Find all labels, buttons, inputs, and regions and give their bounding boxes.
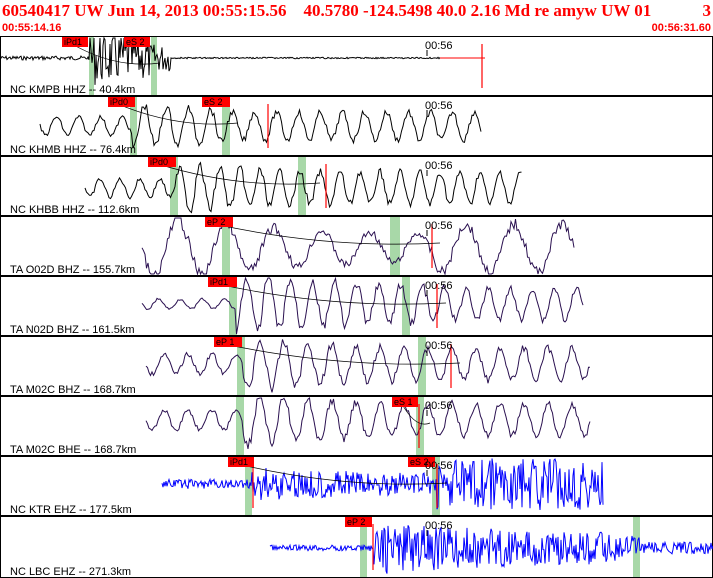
- event-header: 60540417 UW Jun 14, 2013 00:55:15.56 40.…: [0, 0, 713, 36]
- travel-time-curve: [237, 463, 448, 485]
- page-number: 3: [702, 1, 712, 20]
- trace-panel[interactable]: iPd1 00:56 TA N02D BHZ -- 161.5km: [0, 276, 713, 337]
- trace-panel[interactable]: iPd0 eS 2 00:56 NC KHMB HHZ -- 76.4km: [0, 96, 713, 157]
- channel-label: TA N02D BHZ -- 161.5km: [10, 324, 135, 336]
- trace-panel[interactable]: eP 2 00:56 TA O02D BHZ -- 155.7km: [0, 216, 713, 277]
- waveform[interactable]: [141, 217, 575, 276]
- minute-tick-label: 00:56: [425, 400, 453, 412]
- travel-time-curve: [71, 43, 161, 65]
- pick-label: iPd1: [210, 277, 228, 287]
- minute-tick-label: 00:56: [425, 100, 453, 112]
- trace-panel[interactable]: eP 2 00:56 NC LBC EHZ -- 271.3km: [0, 516, 713, 578]
- trace-panel[interactable]: iPd1 eS 2 00:56 NC KMPB HHZ -- 40.4km: [0, 36, 713, 97]
- channel-label: NC KMPB HHZ -- 40.4km: [10, 84, 135, 96]
- travel-time-curve: [217, 283, 447, 305]
- pick-window: [245, 457, 252, 515]
- pick-label: eP 1: [216, 337, 234, 347]
- channel-label: TA M02C BHZ -- 168.7km: [10, 384, 136, 396]
- pick-label: eS 2: [204, 97, 223, 107]
- minute-tick-label: 00:56: [425, 340, 453, 352]
- minute-tick-label: 00:56: [425, 220, 453, 232]
- pick-flag[interactable]: [345, 517, 372, 527]
- pick-flag[interactable]: [392, 397, 418, 407]
- pick-window: [222, 97, 230, 155]
- travel-time-curve: [223, 343, 461, 365]
- channel-label: NC KHMB HHZ -- 76.4km: [10, 144, 136, 156]
- trace-panel[interactable]: iPd1 eS 200:56 NC KTR EHZ -- 177.5km: [0, 456, 713, 517]
- pick-window: [130, 97, 137, 155]
- pick-flag[interactable]: [408, 457, 435, 467]
- pick-window: [170, 157, 178, 215]
- pick-label: eP 2: [207, 217, 225, 227]
- pick-flag[interactable]: [62, 37, 88, 47]
- pick-window: [151, 37, 157, 95]
- pick-window: [390, 217, 400, 275]
- travel-time-curve: [401, 403, 431, 425]
- pick-label: eS 2: [410, 457, 429, 467]
- travel-time-curve: [214, 223, 441, 245]
- pick-label: iPd0: [110, 97, 128, 107]
- pick-window: [222, 217, 230, 275]
- pick-label: eS 2: [126, 37, 145, 47]
- minute-tick-label: 00:56: [425, 520, 453, 532]
- trace-panel[interactable]: eP 1 00:56 TA M02C BHZ -- 168.7km: [0, 336, 713, 397]
- minute-tick-label: 00:56: [425, 160, 453, 172]
- pick-label: iPd0: [150, 157, 168, 167]
- pick-flag[interactable]: [108, 97, 135, 107]
- pick-window: [236, 397, 244, 455]
- channel-label: NC KHBB HHZ -- 112.6km: [10, 204, 139, 216]
- window-end-time: 00:56:31.60: [651, 22, 711, 34]
- channel-label: NC LBC EHZ -- 271.3km: [10, 566, 131, 578]
- travel-time-curve: [157, 163, 321, 185]
- pick-flag[interactable]: [205, 217, 233, 227]
- waveform[interactable]: [39, 104, 482, 149]
- waveform[interactable]: [0, 36, 441, 85]
- pick-label: eP 2: [347, 517, 365, 527]
- pick-window: [633, 517, 640, 577]
- waveform[interactable]: [84, 161, 522, 214]
- pick-flag[interactable]: [214, 337, 242, 347]
- trace-panel[interactable]: eS 1 00:56 TA M02C BHE -- 168.7km: [0, 396, 713, 457]
- channel-label: TA M02C BHE -- 168.7km: [10, 444, 136, 456]
- pick-window: [237, 337, 245, 395]
- travel-time-curve: [117, 103, 239, 125]
- pick-flag[interactable]: [228, 457, 254, 467]
- window-start-time: 00:55:14.16: [2, 22, 62, 34]
- pick-label: iPd1: [230, 457, 248, 467]
- event-title: 60540417 UW Jun 14, 2013 00:55:15.56 40.…: [2, 1, 652, 20]
- waveform[interactable]: [145, 397, 591, 449]
- minute-tick-label: 00:56: [425, 40, 453, 52]
- waveform[interactable]: [145, 339, 590, 393]
- pick-label: iPd1: [64, 37, 82, 47]
- pick-label: eS 1: [394, 397, 413, 407]
- waveform[interactable]: [269, 525, 713, 574]
- pick-window: [416, 397, 424, 455]
- pick-window: [418, 337, 426, 395]
- pick-flag[interactable]: [124, 37, 150, 47]
- channel-label: NC KTR EHZ -- 177.5km: [10, 504, 132, 516]
- pick-window: [89, 37, 94, 95]
- minute-tick-label: 00:56: [425, 280, 453, 292]
- channel-label: TA O02D BHZ -- 155.7km: [10, 264, 135, 276]
- pick-window: [298, 157, 306, 215]
- minute-tick-label: 00:56: [425, 460, 453, 472]
- pick-flag[interactable]: [208, 277, 237, 287]
- pick-window: [402, 277, 410, 335]
- pick-flag[interactable]: [202, 97, 230, 107]
- pick-flag[interactable]: [148, 157, 176, 167]
- pick-window: [229, 277, 237, 335]
